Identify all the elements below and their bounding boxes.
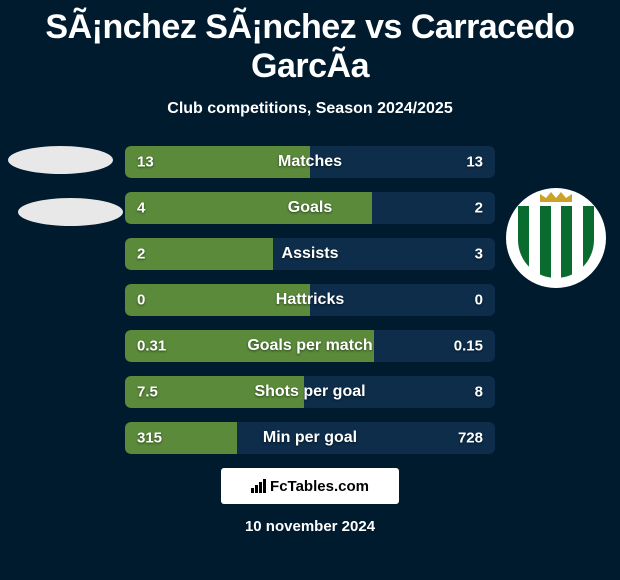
stat-value-left: 0 <box>137 292 145 309</box>
stat-value-left: 13 <box>137 154 154 171</box>
stat-bar-left <box>125 192 372 224</box>
stat-value-left: 2 <box>137 246 145 263</box>
page-title: SÃ¡nchez SÃ¡nchez vs Carracedo GarcÃ­a <box>0 0 620 86</box>
footer-date: 10 november 2024 <box>0 518 620 535</box>
stat-value-right: 0.15 <box>454 338 483 355</box>
stat-label: Goals <box>288 199 332 217</box>
stat-value-left: 7.5 <box>137 384 158 401</box>
stat-value-right: 728 <box>458 430 483 447</box>
stat-value-right: 2 <box>475 200 483 217</box>
stat-value-left: 315 <box>137 430 162 447</box>
stat-row: 2 Assists 3 <box>125 238 495 270</box>
player-left-badge-1 <box>8 146 113 174</box>
player-left-badge-2 <box>18 198 123 226</box>
brand-text: FcTables.com <box>270 478 369 495</box>
stat-row: 0.31 Goals per match 0.15 <box>125 330 495 362</box>
crest-stripe <box>529 206 540 278</box>
stat-value-right: 0 <box>475 292 483 309</box>
stat-value-right: 8 <box>475 384 483 401</box>
comparison-area: 13 Matches 13 4 Goals 2 2 Assists 3 0 Hattricks 0 0.… <box>0 146 620 454</box>
stat-value-left: 4 <box>137 200 145 217</box>
stat-label: Matches <box>278 153 342 171</box>
crown-icon <box>538 190 574 202</box>
stat-row: 315 Min per goal 728 <box>125 422 495 454</box>
page-subtitle: Club competitions, Season 2024/2025 <box>0 100 620 118</box>
stats-container: 13 Matches 13 4 Goals 2 2 Assists 3 0 Hattricks 0 0.… <box>125 146 495 454</box>
stat-value-right: 13 <box>466 154 483 171</box>
stat-value-left: 0.31 <box>137 338 166 355</box>
crest-stripe <box>540 206 551 278</box>
club-crest-right <box>506 188 606 288</box>
chart-icon <box>251 479 266 493</box>
stat-row: 7.5 Shots per goal 8 <box>125 376 495 408</box>
stat-row: 4 Goals 2 <box>125 192 495 224</box>
crest-stripe <box>551 206 562 278</box>
stat-row: 0 Hattricks 0 <box>125 284 495 316</box>
stat-label: Hattricks <box>276 291 344 309</box>
stat-row: 13 Matches 13 <box>125 146 495 178</box>
stat-value-right: 3 <box>475 246 483 263</box>
crest-stripe <box>561 206 572 278</box>
stat-bar-left <box>125 238 273 270</box>
brand-footer: FcTables.com <box>221 468 399 504</box>
stat-label: Assists <box>282 245 339 263</box>
crest-stripe <box>572 206 583 278</box>
stat-label: Min per goal <box>263 429 357 447</box>
stat-label: Goals per match <box>247 337 372 355</box>
stat-label: Shots per goal <box>254 383 365 401</box>
